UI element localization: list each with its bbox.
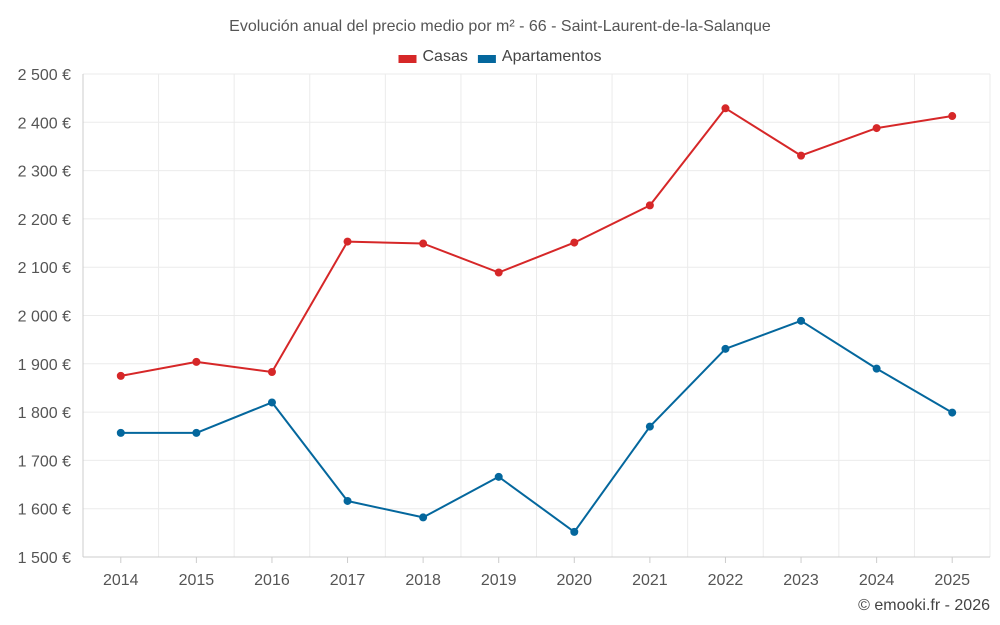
series-line-casas [120,107,953,377]
data-point-apartamentos[interactable] [116,428,125,437]
x-tick-label: 2014 [103,572,139,589]
y-tick-label: 1 700 € [18,453,71,470]
data-point-casas[interactable] [419,239,428,248]
credit-text: © emooki.fr - 2026 [858,597,990,614]
legend-swatch-casas [398,55,417,63]
x-tick-label: 2020 [556,572,592,589]
data-point-apartamentos[interactable] [267,398,276,407]
data-point-apartamentos[interactable] [872,364,881,373]
data-point-apartamentos[interactable] [721,344,730,353]
x-tick-label: 2021 [632,572,668,589]
series-apartamentos [116,316,957,536]
y-tick-label: 2 400 € [18,115,71,132]
legend[interactable]: Casas Apartamentos [398,48,602,65]
x-tick-label: 2025 [934,572,970,589]
series-layer [116,104,957,536]
data-point-apartamentos[interactable] [570,527,579,536]
legend-label-casas: Casas [423,48,468,65]
data-point-casas[interactable] [494,268,503,277]
legend-label-apartamentos: Apartamentos [502,48,602,65]
legend-item-apartamentos[interactable]: Apartamentos [477,48,602,65]
series-line-apartamentos [120,319,953,533]
series-casas [116,104,957,380]
y-tick-label: 2 000 € [18,309,71,326]
data-point-casas[interactable] [570,238,579,247]
axes: 1 500 € 1 600 € 1 700 € 1 800 € 1 900 € 2 000… [18,67,990,589]
x-tick-label: 2017 [330,572,366,589]
y-tick-label: 1 900 € [18,357,71,374]
data-point-apartamentos[interactable] [948,408,957,417]
data-point-casas[interactable] [872,124,881,133]
data-point-casas[interactable] [721,104,730,113]
data-point-apartamentos[interactable] [645,422,654,431]
y-tick-label: 1 500 € [18,550,71,567]
y-tick-label: 1 600 € [18,502,71,519]
x-tick-label: 2016 [254,572,290,589]
y-tick-label: 2 200 € [18,212,71,229]
x-tick-label: 2022 [708,572,744,589]
data-point-apartamentos[interactable] [419,513,428,522]
x-tick-label: 2015 [179,572,215,589]
y-tick-label: 2 500 € [18,67,71,84]
legend-item-casas[interactable]: Casas [398,48,468,65]
y-tick-label: 2 300 € [18,164,71,181]
chart-title: Evolución anual del precio medio por m² … [229,18,771,35]
data-point-apartamentos[interactable] [494,472,503,481]
x-tick-label: 2023 [783,572,819,589]
data-point-apartamentos[interactable] [192,428,201,437]
x-tick-label: 2024 [859,572,895,589]
data-point-casas[interactable] [192,357,201,366]
data-point-casas[interactable] [797,151,806,160]
data-point-casas[interactable] [116,371,125,380]
y-tick-label: 1 800 € [18,405,71,422]
data-point-casas[interactable] [645,201,654,210]
data-point-casas[interactable] [948,112,957,121]
legend-swatch-apartamentos [477,55,496,63]
data-point-apartamentos[interactable] [797,316,806,325]
x-tick-label: 2019 [481,572,517,589]
y-tick-label: 2 100 € [18,260,71,277]
data-point-casas[interactable] [267,368,276,377]
data-point-casas[interactable] [343,237,352,246]
x-tick-label: 2018 [405,572,441,589]
grid-lines [82,73,991,557]
data-point-apartamentos[interactable] [343,496,352,505]
